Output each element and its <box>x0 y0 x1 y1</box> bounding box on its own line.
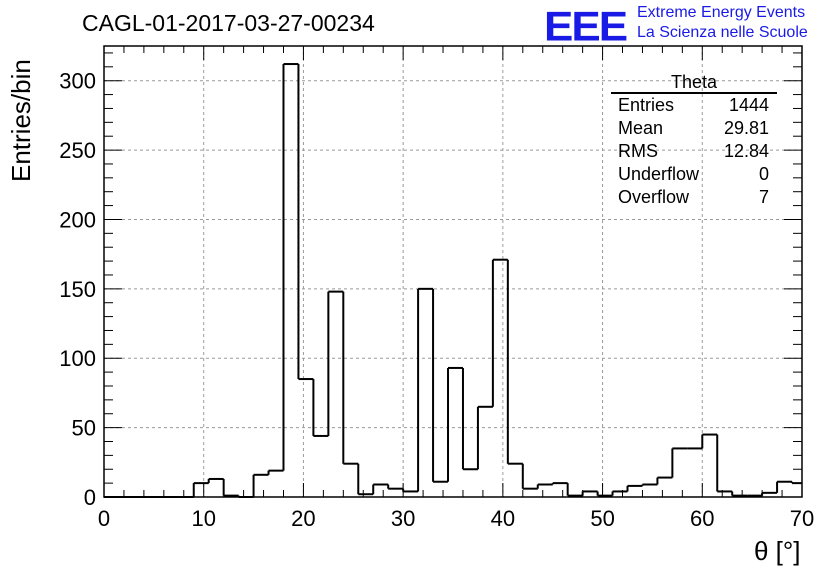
eee-logo: EEE <box>544 3 628 50</box>
grid-lines <box>104 46 802 497</box>
y-tick-label: 300 <box>59 69 96 94</box>
stats-key: Mean <box>618 118 664 138</box>
x-tick-label: 20 <box>291 506 315 531</box>
stats-box: Theta Entries 1444 Mean 29.81 RMS 12.84 Und… <box>611 72 777 209</box>
x-tick-label: 30 <box>391 506 415 531</box>
stats-value: 7 <box>758 187 769 207</box>
stats-row: RMS 12.84 <box>611 140 777 163</box>
x-tick-label: 50 <box>590 506 614 531</box>
logo-tagline-1: Extreme Energy Events <box>637 4 806 21</box>
plot-frame <box>103 45 803 498</box>
stats-row: Underflow 0 <box>611 163 777 186</box>
y-axis-label: Entries/bin <box>6 59 36 182</box>
x-tick-label: 60 <box>690 506 714 531</box>
x-axis-label: θ [°] <box>754 536 801 566</box>
stats-value: 12.84 <box>723 141 769 161</box>
x-tick-label: 10 <box>191 506 215 531</box>
stats-row: Entries 1444 <box>611 94 777 117</box>
stats-key: Underflow <box>618 164 700 184</box>
chart-title: CAGL-01-2017-03-27-00234 <box>82 10 375 36</box>
histogram-bars <box>104 63 802 498</box>
stats-row: Mean 29.81 <box>611 117 777 140</box>
y-tick-label: 0 <box>84 485 96 510</box>
stats-key: Overflow <box>618 187 690 207</box>
logo-tagline-2: La Scienza nelle Scuole <box>637 24 808 41</box>
y-tick-label: 250 <box>59 138 96 163</box>
x-tick-label: 0 <box>98 506 110 531</box>
stats-key: RMS <box>618 141 658 161</box>
y-tick-label: 50 <box>72 416 96 441</box>
y-tick-label: 200 <box>59 207 96 232</box>
stats-title: Theta <box>611 72 777 94</box>
stats-key: Entries <box>618 95 675 115</box>
axis-ticks <box>103 46 803 498</box>
stats-value: 0 <box>758 164 769 184</box>
y-tick-label: 150 <box>59 277 96 302</box>
stats-row: Overflow 7 <box>611 186 777 209</box>
x-tick-label: 70 <box>790 506 814 531</box>
stats-value: 29.81 <box>723 118 769 138</box>
stats-value: 1444 <box>728 95 769 115</box>
y-tick-label: 100 <box>59 346 96 371</box>
x-tick-label: 40 <box>491 506 515 531</box>
